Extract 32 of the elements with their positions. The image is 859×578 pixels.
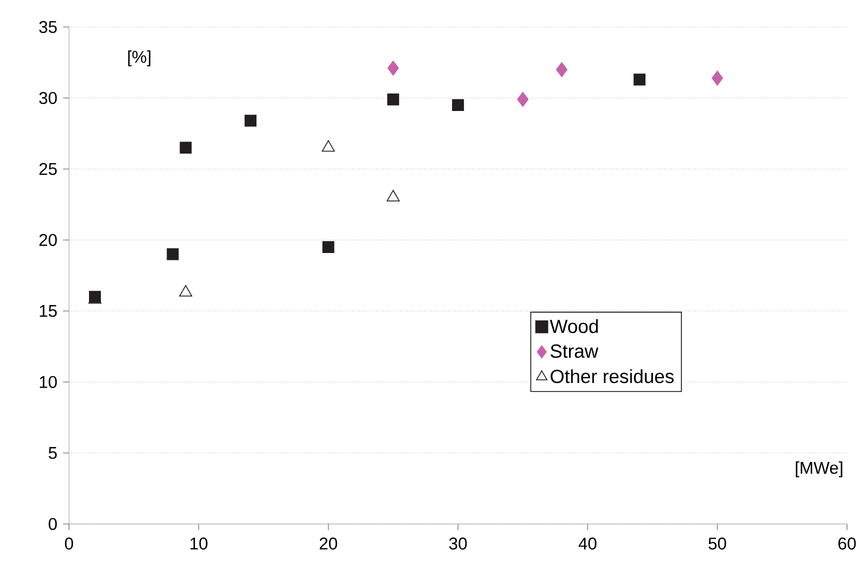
x-tick-label: 30 (449, 538, 467, 550)
legend-label: Other residues (550, 369, 674, 384)
point (322, 241, 334, 254)
point (387, 93, 400, 106)
y-tick-label: 30 (39, 92, 57, 104)
y-axis-title: [%] (128, 50, 150, 66)
x-tick-label: 20 (320, 538, 338, 550)
point (166, 248, 179, 260)
y-tick-label: 10 (40, 376, 57, 388)
x-tick-label: 40 (578, 538, 596, 550)
point (556, 62, 568, 78)
point (712, 70, 724, 86)
point (634, 74, 646, 86)
point (517, 92, 529, 107)
legend-label: Straw (550, 344, 598, 358)
y-tick-label: 5 (48, 447, 57, 459)
x-tick-label: 50 (708, 538, 726, 550)
point (244, 114, 256, 127)
y-tick-label: 35 (39, 20, 57, 34)
point (452, 99, 464, 112)
x-tick-label: 10 (190, 538, 208, 550)
y-tick-label: 20 (39, 234, 57, 246)
legend-label: Wood (550, 319, 598, 334)
point (387, 60, 399, 76)
point (179, 285, 192, 296)
x-tick-label: 60 (838, 538, 856, 550)
y-tick-label: 15 (40, 305, 57, 317)
x-tick-label: 0 (64, 538, 74, 550)
x-axis-title: [MWe] (796, 461, 842, 478)
point (180, 142, 192, 154)
y-tick-label: 0 (48, 518, 57, 530)
y-tick-label: 25 (39, 162, 57, 176)
